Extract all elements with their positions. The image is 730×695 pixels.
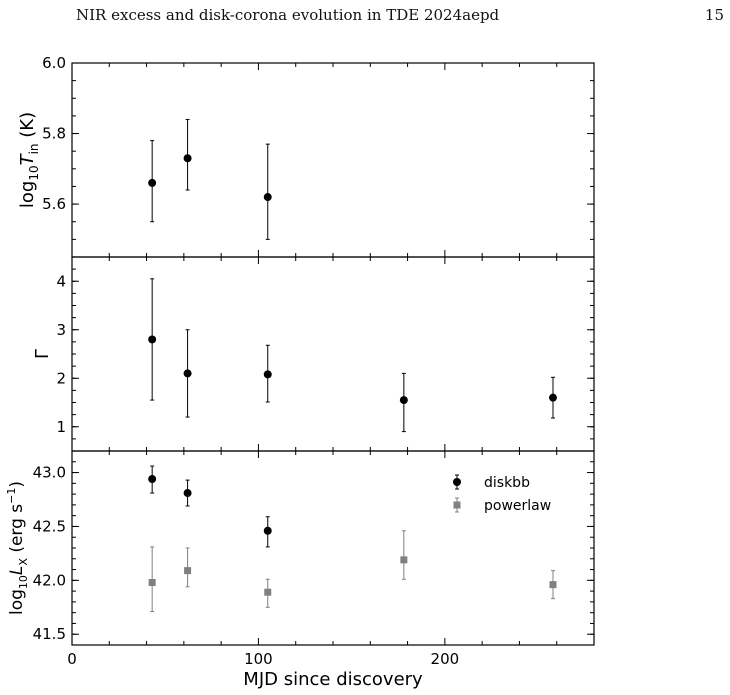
y-axis-label-gamma: Γ [32, 349, 53, 359]
y-axis-label-temperature: log10Tin (K) [17, 112, 41, 208]
data-marker-circle [148, 335, 157, 344]
panel-photon-index: 1 2 3 4 Γ [32, 256, 595, 452]
data-marker-circle [548, 393, 557, 402]
y-tick-label: 41.5 [33, 625, 66, 643]
y-tick-label: 42.0 [33, 571, 66, 589]
data-marker-circle [183, 369, 192, 378]
data-marker-circle [183, 154, 192, 163]
y-tick-label: 42.5 [33, 517, 66, 535]
data-marker-circle [148, 475, 157, 484]
legend-marker-square [453, 501, 461, 509]
y-axis-label-luminosity: log10LX (erg s−1) [5, 481, 30, 615]
y-tick-label: 4 [56, 272, 66, 290]
data-marker-circle [183, 489, 192, 498]
y-tick-label: 3 [56, 321, 66, 339]
panel-temperature: 5.6 5.8 6.0 log10Tin (K) [17, 54, 595, 258]
legend-marker-circle [453, 478, 461, 486]
data-marker-circle [148, 178, 157, 187]
x-tick-label: 100 [244, 650, 273, 668]
data-points [148, 118, 272, 240]
y-tick-label: 5.8 [42, 125, 66, 143]
tick-group: 5.6 5.8 6.0 [42, 54, 595, 258]
legend-label-diskbb: diskbb [484, 475, 530, 491]
tick-group: 1 2 3 4 [56, 256, 595, 452]
running-title: NIR excess and disk-corona evolution in … [76, 6, 500, 24]
panel-luminosity: 0 100 200 41.5 42.0 42.5 43.0 log10LX (erg s−1… [5, 450, 595, 690]
page-number: 15 [704, 6, 724, 24]
legend-label-powerlaw: powerlaw [484, 498, 551, 514]
data-marker-square [148, 578, 156, 586]
data-marker-circle [263, 370, 272, 379]
data-marker-square [184, 567, 192, 575]
y-tick-label: 43.0 [33, 464, 66, 482]
x-axis-label: MJD since discovery [243, 669, 423, 690]
y-tick-label: 6.0 [42, 54, 66, 72]
data-points [148, 278, 557, 433]
legend-item-powerlaw: powerlaw [453, 497, 551, 514]
plot-frame [71, 62, 595, 258]
tick-group: 0 100 200 41.5 42.0 42.5 43.0 [33, 450, 595, 668]
data-marker-square [264, 588, 272, 596]
plot-frame [71, 256, 595, 452]
data-marker-circle [263, 526, 272, 535]
legend: diskbb powerlaw [453, 474, 551, 514]
data-marker-square [400, 556, 408, 564]
y-tick-label: 2 [56, 369, 66, 387]
x-tick-label: 0 [67, 650, 77, 668]
data-marker-circle [263, 193, 272, 202]
y-tick-label: 5.6 [42, 195, 66, 213]
legend-item-diskbb: diskbb [453, 474, 530, 491]
page-header: NIR excess and disk-corona evolution in … [0, 6, 730, 30]
data-marker-square [549, 581, 557, 589]
x-tick-label: 200 [431, 650, 460, 668]
data-points [148, 465, 557, 613]
data-marker-circle [399, 396, 408, 405]
y-tick-label: 1 [56, 418, 66, 436]
